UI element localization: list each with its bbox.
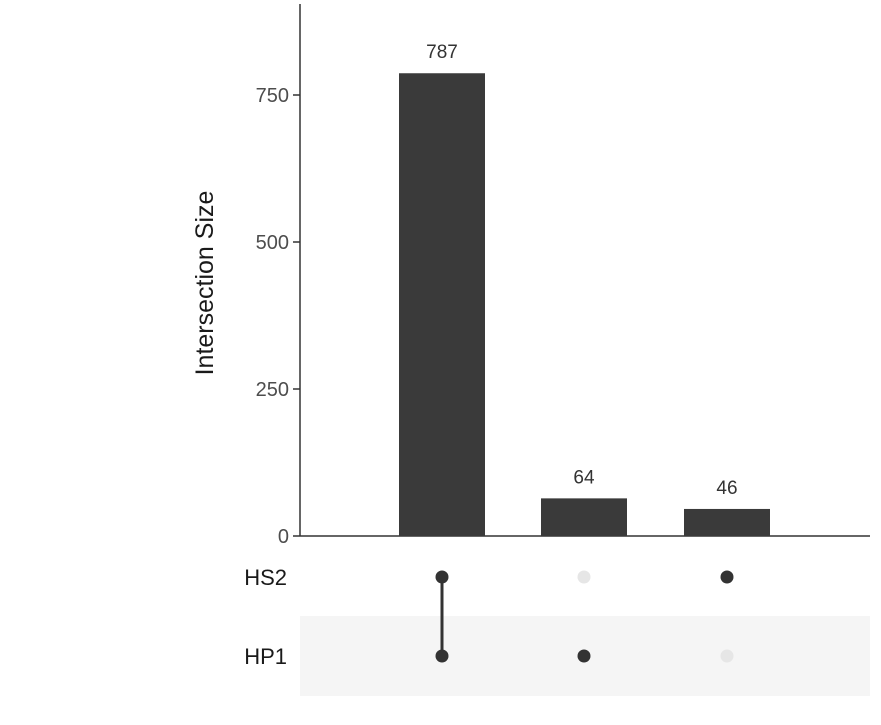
- y-tick-label: 500: [256, 232, 289, 254]
- matrix-dot-active: [720, 570, 734, 584]
- axes: 0 250 500 750: [256, 4, 870, 548]
- matrix-dot-inactive: [720, 649, 734, 663]
- matrix-dot-active: [435, 649, 449, 663]
- bar-value-label: 64: [573, 467, 595, 488]
- intersection-bar: [541, 498, 627, 536]
- y-axis-title: Intersection Size: [191, 191, 219, 376]
- intersection-bar: [399, 73, 485, 536]
- y-tick-label: 0: [278, 526, 289, 548]
- bar-value-label: 787: [426, 42, 458, 63]
- bar-value-label: 46: [716, 478, 737, 499]
- bar-labels: 787 64 46: [426, 42, 737, 499]
- matrix-dot-inactive: [577, 570, 591, 584]
- matrix-dot-active: [577, 649, 591, 663]
- set-label: HP1: [244, 644, 287, 669]
- set-matrix: HS2 HP1: [244, 565, 734, 669]
- intersection-bar: [684, 508, 770, 536]
- y-tick-label: 250: [256, 379, 289, 401]
- bars: [399, 73, 770, 536]
- set-label: HS2: [244, 565, 287, 590]
- y-tick-label: 750: [256, 85, 289, 107]
- matrix-dot-active: [435, 570, 449, 584]
